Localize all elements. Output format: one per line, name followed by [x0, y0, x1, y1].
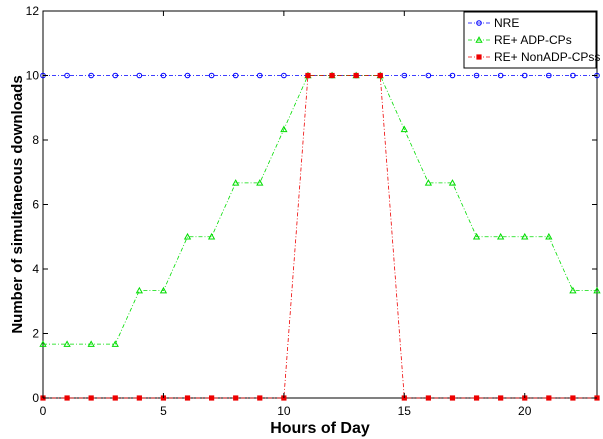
- data-point: [232, 72, 239, 79]
- y-tick-label: 8: [32, 133, 39, 147]
- x-tick-label: 15: [398, 404, 412, 418]
- data-point: [64, 72, 70, 79]
- legend-label: NRE: [494, 16, 519, 30]
- data-point: [569, 286, 577, 294]
- data-point: [401, 72, 408, 79]
- y-tick-label: 12: [26, 4, 40, 18]
- data-point: [280, 125, 288, 133]
- data-point: [305, 72, 311, 79]
- data-point: [88, 395, 94, 401]
- data-point: [257, 395, 263, 401]
- data-point: [232, 179, 240, 186]
- data-point: [400, 125, 408, 133]
- x-axis-title: Hours of Day: [270, 420, 370, 437]
- data-point: [424, 179, 433, 186]
- data-point: [353, 72, 359, 79]
- legend-label: RE+ NonADP-CPss: [494, 50, 600, 64]
- data-point: [473, 72, 480, 79]
- data-point: [256, 179, 264, 186]
- data-point: [207, 232, 216, 240]
- data-point: [87, 340, 95, 347]
- legend: NRE RE+ ADP-CPs RE+ NonADP-CPss: [463, 11, 600, 69]
- data-point: [112, 72, 119, 79]
- data-point: [88, 72, 94, 79]
- x-tick-label: 10: [277, 404, 291, 418]
- tick-layer: 0 5 10 15 20 0 2 4 6 8 10 12: [26, 4, 597, 418]
- data-point: [497, 232, 505, 240]
- data-point: [521, 72, 528, 79]
- data-point: [545, 232, 553, 240]
- data-point: [160, 72, 167, 79]
- data-point: [476, 54, 482, 60]
- x-tick-label: 20: [518, 404, 532, 418]
- data-point: [64, 395, 70, 401]
- data-point: [135, 286, 143, 294]
- data-point: [449, 395, 456, 401]
- data-point: [448, 179, 457, 186]
- data-point: [39, 340, 47, 347]
- legend-label: RE+ ADP-CPs: [494, 33, 572, 47]
- plot-area: [42, 10, 598, 399]
- data-point: [329, 72, 335, 79]
- data-point: [472, 232, 481, 240]
- data-point: [377, 72, 383, 79]
- data-point: [521, 232, 529, 240]
- data-point: [546, 395, 552, 401]
- data-point: [233, 395, 239, 401]
- data-point: [546, 72, 552, 79]
- data-point: [473, 395, 480, 401]
- data-point: [63, 340, 71, 347]
- data-point: [498, 395, 504, 401]
- data-point: [112, 395, 118, 401]
- data-point: [475, 36, 483, 43]
- data-point: [593, 286, 601, 294]
- x-tick-label: 0: [40, 404, 47, 418]
- data-point: [208, 72, 215, 79]
- data-point: [476, 20, 482, 26]
- y-axis-title: Number of simultaneous downloads: [9, 75, 26, 333]
- y-tick-label: 4: [32, 262, 39, 276]
- data-point: [159, 286, 168, 294]
- data-point: [570, 72, 576, 79]
- y-tick-label: 2: [32, 327, 39, 341]
- data-point: [570, 395, 576, 401]
- data-point: [184, 72, 191, 79]
- y-tick-label: 10: [26, 69, 40, 83]
- data-point: [256, 72, 263, 79]
- data-point: [183, 232, 192, 240]
- data-point: [281, 72, 287, 79]
- data-point: [425, 395, 431, 401]
- data-point: [136, 395, 142, 401]
- data-point: [111, 340, 119, 347]
- y-tick-label: 0: [32, 391, 39, 405]
- series-line: [43, 75, 597, 399]
- data-point: [449, 72, 456, 79]
- data-point: [497, 72, 504, 79]
- y-tick-label: 6: [32, 198, 39, 212]
- data-point: [184, 395, 191, 401]
- data-point: [136, 72, 143, 79]
- data-point: [425, 72, 432, 79]
- x-tick-label: 5: [160, 404, 167, 418]
- data-point: [209, 395, 215, 401]
